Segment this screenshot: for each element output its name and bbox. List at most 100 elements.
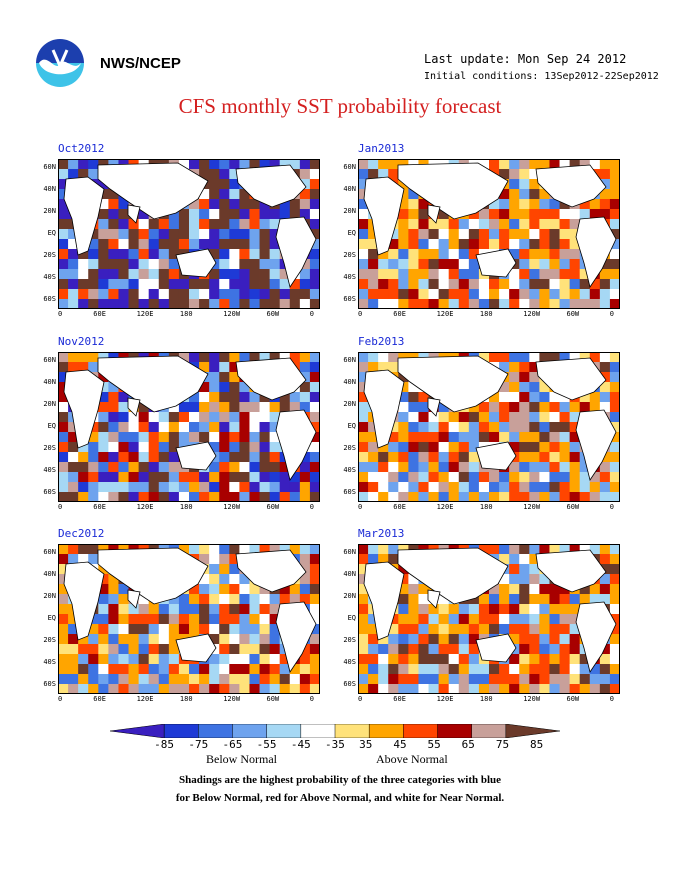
lat-tick-label: 40N <box>343 185 356 193</box>
lon-tick-label: 120W <box>223 503 241 511</box>
sst-probability-map <box>358 544 620 694</box>
colorbar-tick-label: -65 <box>222 738 243 751</box>
org-name: NWS/NCEP <box>100 55 181 72</box>
sst-probability-map <box>58 159 320 309</box>
lat-tick-label: 20S <box>43 636 56 644</box>
colorbar-tick-label: -85 <box>154 738 175 751</box>
forecast-panel: Feb2013 60N 40N 20N EQ 20S 40S 60S 0 60E 120E 180 12… <box>343 335 620 515</box>
note-line-2: for Below Normal, red for Above Normal, … <box>175 792 505 804</box>
forecast-panel: Jan2013 60N 40N 20N EQ 20S 40S 60S 0 60E 120E 180 12… <box>343 142 620 322</box>
colorbar-swatch <box>471 724 507 738</box>
lat-tick-label: 60S <box>43 488 56 496</box>
lon-tick-label: 0 <box>609 310 615 318</box>
lat-tick-label: 40S <box>343 273 356 281</box>
lat-tick-label: 60N <box>343 356 356 364</box>
lon-tick-label: 60W <box>266 695 280 703</box>
panel-month-label: Dec2012 <box>58 527 105 540</box>
colorbar-swatch <box>437 724 473 738</box>
colorbar-tick-label: 55 <box>427 738 441 751</box>
lat-tick-label: 20S <box>43 444 56 452</box>
lat-tick-label: 20N <box>43 207 56 215</box>
lat-tick-label: EQ <box>347 229 356 237</box>
lat-tick-label: 60N <box>43 548 56 556</box>
forecast-panel: Nov2012 60N 40N 20N EQ 20S 40S 60S 0 60E 120E 180 12… <box>43 335 320 515</box>
lat-tick-label: EQ <box>47 614 56 622</box>
lon-tick-label: 60W <box>566 503 580 511</box>
lat-tick-label: 40N <box>343 570 356 578</box>
lon-tick-label: 60E <box>393 503 406 511</box>
colorbar-swatch <box>505 724 560 738</box>
colorbar-swatch <box>110 724 165 738</box>
lat-tick-label: 60N <box>343 163 356 171</box>
below-normal-label: Below Normal <box>206 752 277 766</box>
lat-tick-label: 20S <box>343 251 356 259</box>
lon-tick-label: 120E <box>436 695 454 703</box>
lon-tick-label: 120E <box>136 503 154 511</box>
lon-tick-label: 60E <box>393 695 406 703</box>
forecast-panel: Dec2012 60N 40N 20N EQ 20S 40S 60S 0 60E 120E 180 12… <box>43 527 320 707</box>
lat-tick-label: 60S <box>343 680 356 688</box>
lat-tick-label: EQ <box>347 422 356 430</box>
lat-tick-label: 40S <box>343 658 356 666</box>
lat-tick-label: EQ <box>47 229 56 237</box>
panel-month-label: Feb2013 <box>358 335 405 348</box>
colorbar-tick-label: 65 <box>461 738 475 751</box>
lon-tick-label: 0 <box>309 695 315 703</box>
lon-tick-label: 60E <box>93 310 106 318</box>
colorbar-swatch <box>198 724 234 738</box>
lat-tick-label: 40N <box>43 570 56 578</box>
page-title: CFS monthly SST probability forecast <box>178 94 502 118</box>
lon-tick-label: 180 <box>479 695 493 703</box>
last-update: Last update: Mon Sep 24 2012 <box>424 52 627 66</box>
colorbar-tick-label: 85 <box>530 738 544 751</box>
lon-tick-label: 60E <box>93 695 106 703</box>
colorbar-tick-label: 35 <box>359 738 373 751</box>
lon-tick-label: 0 <box>309 503 315 511</box>
initial-conditions: Initial conditions: 13Sep2012-22Sep2012 <box>424 71 659 82</box>
colorbar-tick-label: 45 <box>393 738 407 751</box>
lon-tick-label: 180 <box>179 310 193 318</box>
lat-tick-label: EQ <box>47 422 56 430</box>
panel-month-label: Mar2013 <box>358 527 405 540</box>
lon-tick-label: 0 <box>358 310 363 318</box>
lon-tick-label: 120W <box>523 695 541 703</box>
lon-tick-label: 60W <box>266 310 280 318</box>
lat-tick-label: 60N <box>43 163 56 171</box>
lat-tick-label: 40S <box>43 466 56 474</box>
lat-tick-label: EQ <box>347 614 356 622</box>
lon-tick-label: 60W <box>266 503 280 511</box>
lat-tick-label: 20S <box>343 444 356 452</box>
sst-probability-map <box>58 544 320 694</box>
lon-tick-label: 180 <box>179 503 193 511</box>
lon-tick-label: 0 <box>58 695 63 703</box>
lon-tick-label: 0 <box>58 503 63 511</box>
lon-tick-label: 120W <box>523 310 541 318</box>
lat-tick-label: 20S <box>43 251 56 259</box>
lat-tick-label: 20S <box>343 636 356 644</box>
lon-tick-label: 0 <box>309 310 315 318</box>
colorbar <box>110 724 560 738</box>
lon-tick-label: 0 <box>609 503 615 511</box>
colorbar-swatch <box>300 724 336 738</box>
lon-tick-label: 60W <box>566 310 580 318</box>
lat-tick-label: 20N <box>43 400 56 408</box>
lon-tick-label: 120E <box>136 310 154 318</box>
lat-tick-label: 20N <box>343 207 356 215</box>
lon-tick-label: 180 <box>479 503 493 511</box>
above-normal-label: Above Normal <box>376 752 448 766</box>
lat-tick-label: 40N <box>43 185 56 193</box>
lon-tick-label: 60W <box>566 695 580 703</box>
colorbar-tick-label: -75 <box>188 738 209 751</box>
lat-tick-label: 60N <box>43 356 56 364</box>
forecast-panel: Mar2013 60N 40N 20N EQ 20S 40S 60S 0 60E 120E 180 12… <box>343 527 620 707</box>
colorbar-swatch <box>334 724 370 738</box>
lon-tick-label: 120W <box>223 310 241 318</box>
colorbar-tick-label: 75 <box>495 738 510 751</box>
lat-tick-label: 60S <box>343 295 356 303</box>
lat-tick-label: 60S <box>43 680 56 688</box>
lon-tick-label: 0 <box>358 695 363 703</box>
sst-probability-map <box>58 352 320 502</box>
colorbar-swatch <box>368 724 404 738</box>
lon-tick-label: 180 <box>179 695 193 703</box>
panel-month-label: Jan2013 <box>358 142 405 155</box>
